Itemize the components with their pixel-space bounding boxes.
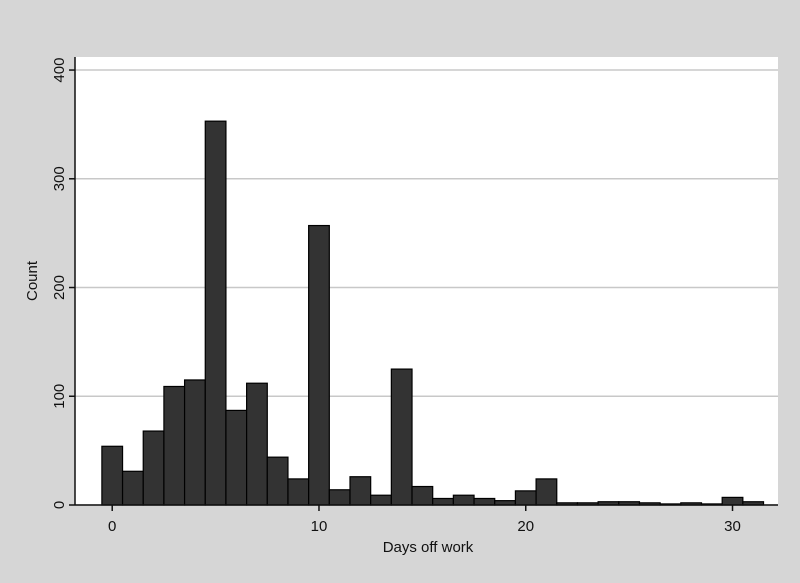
bar [101, 445, 124, 506]
bar [246, 382, 268, 506]
bar [411, 485, 434, 506]
bar [514, 490, 537, 506]
bar [142, 430, 165, 506]
x-axis-label: Days off work [383, 539, 474, 556]
bar [473, 497, 496, 506]
bar [225, 409, 248, 506]
bar [183, 379, 206, 506]
x-tick-label: 10 [311, 518, 328, 535]
bar [328, 489, 351, 506]
bar [721, 496, 744, 506]
bar [121, 470, 144, 506]
x-tick-label: 30 [724, 518, 741, 535]
bar [452, 494, 475, 506]
bar [308, 224, 330, 506]
x-tick-label: 0 [108, 518, 116, 535]
bar [287, 478, 310, 506]
y-tick-label: 100 [51, 384, 68, 409]
y-axis-label: Count [24, 260, 41, 301]
y-tick-label: 200 [51, 275, 68, 300]
bar [535, 478, 558, 506]
bar [432, 497, 454, 506]
bar [204, 120, 227, 506]
y-tick-label: 400 [51, 58, 68, 83]
x-tick-label: 20 [517, 518, 534, 535]
bar [163, 385, 186, 506]
bar [390, 368, 413, 506]
bar [266, 456, 289, 506]
bar [349, 476, 372, 506]
y-tick-label: 0 [51, 501, 68, 509]
y-tick-label: 300 [51, 166, 68, 191]
bar [370, 494, 392, 506]
